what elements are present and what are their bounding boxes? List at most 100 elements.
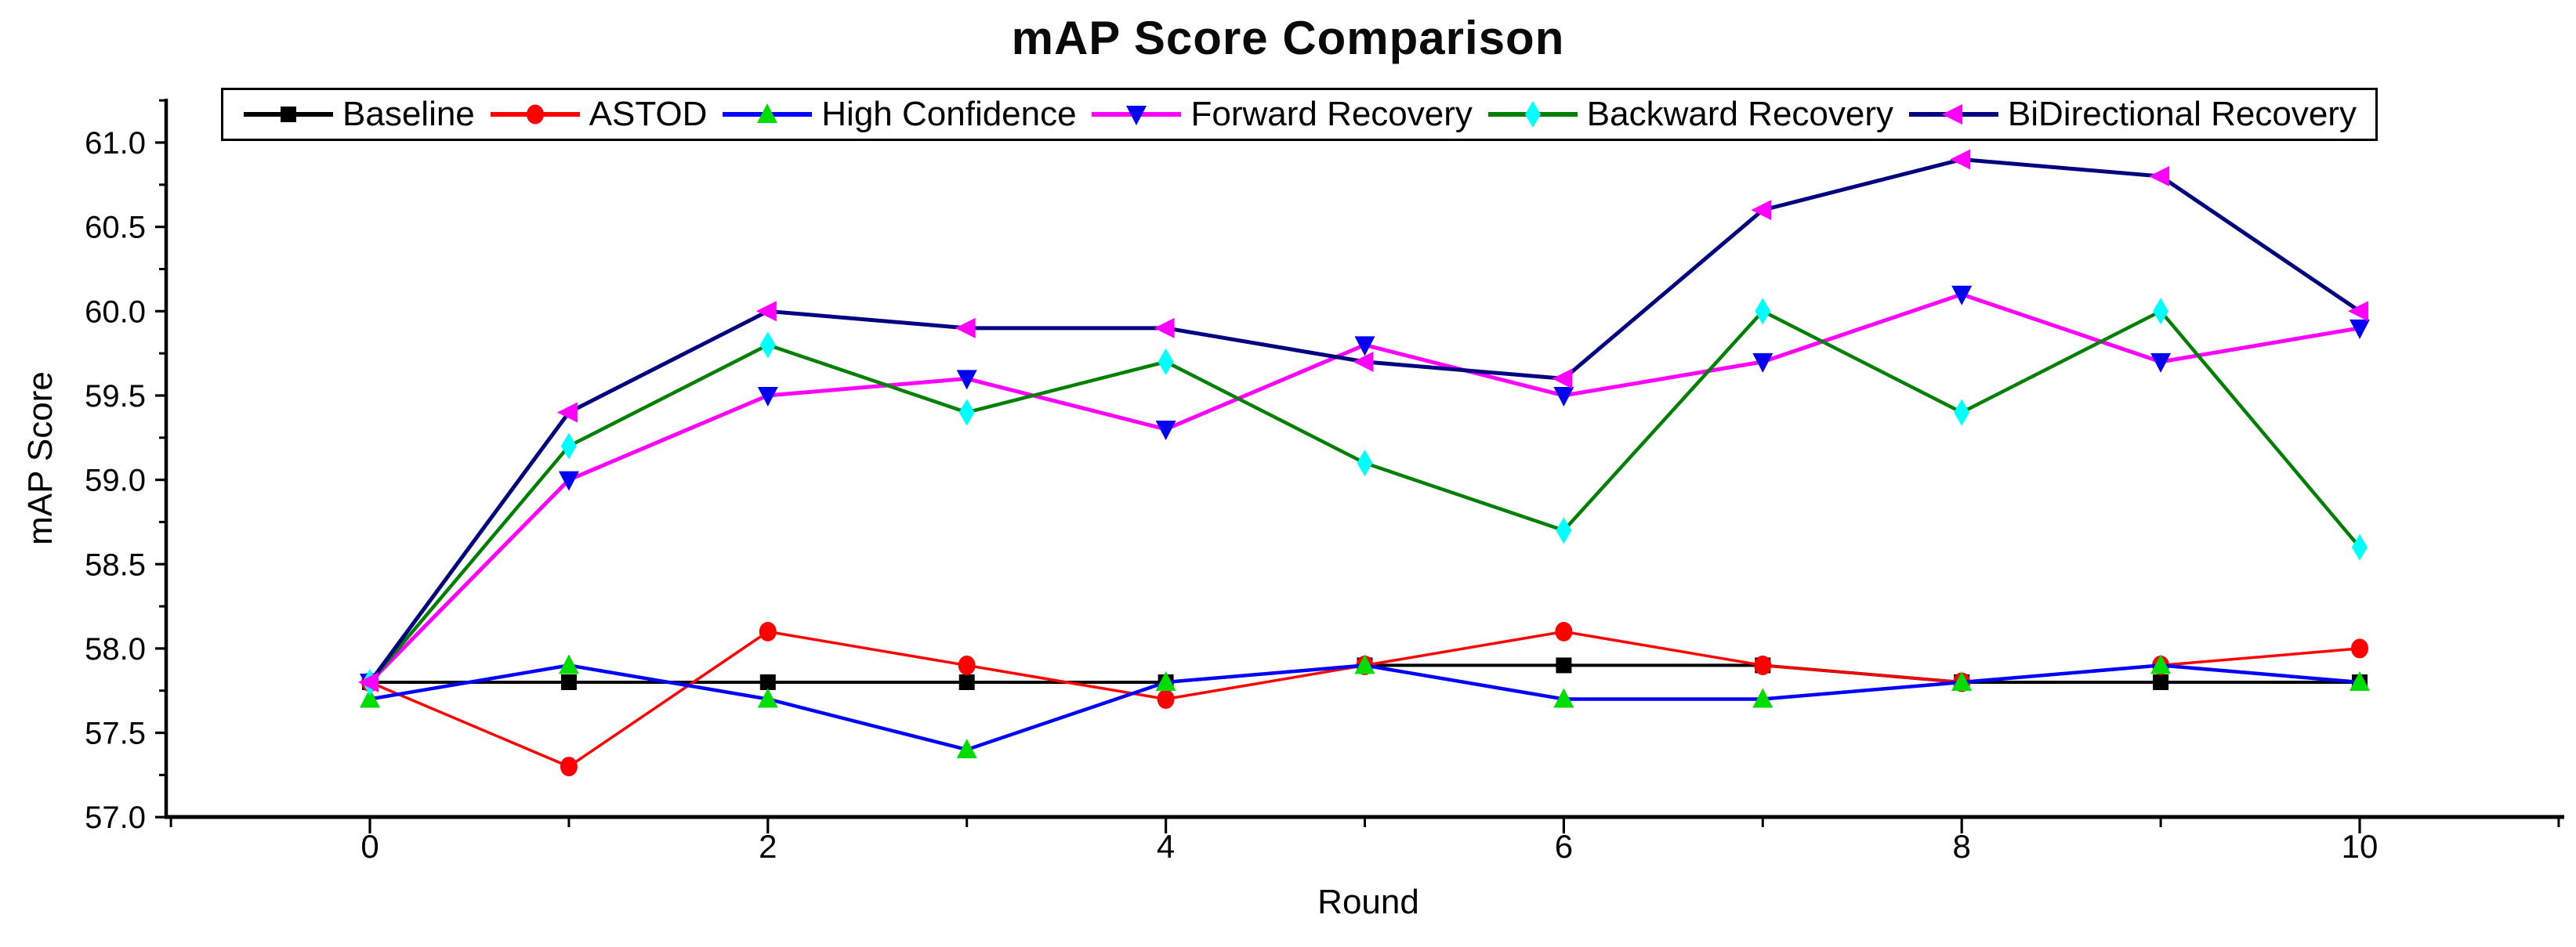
square-marker	[2153, 674, 2169, 690]
y-tick-label: 59.0	[85, 464, 146, 498]
series-high-confidence	[360, 654, 2370, 759]
triangle-up-marker	[1553, 688, 1574, 708]
triangle-down-marker	[1155, 421, 1176, 441]
series-markers-astod	[361, 621, 2368, 777]
triangle-down-marker	[1354, 336, 1375, 356]
diamond-marker	[1158, 348, 1174, 375]
circle-marker	[526, 104, 544, 125]
series-line-bidirectional-recovery	[368, 157, 2361, 684]
triangle-down-marker	[558, 471, 579, 491]
y-tick-label: 57.5	[85, 717, 146, 751]
triangle-left-marker	[1751, 200, 1772, 221]
series-bidirectional-recovery	[358, 149, 2368, 692]
triangle-left-marker	[1353, 351, 1374, 372]
triangle-down-marker	[757, 386, 778, 407]
triangle-up-marker	[1354, 654, 1375, 674]
x-tick-label: 8	[1953, 828, 1971, 865]
triangle-up-marker	[757, 103, 778, 123]
triangle-down-marker	[956, 370, 977, 390]
diamond-marker	[2153, 298, 2169, 325]
triangle-left-marker	[1941, 104, 1962, 125]
square-marker	[1556, 657, 1572, 674]
legend-label-baseline: Baseline	[342, 95, 475, 133]
triangle-down-marker	[1752, 352, 1773, 373]
legend-sample-astod	[490, 104, 580, 125]
diamond-marker	[958, 399, 975, 426]
legend-label-high-confidence: High Confidence	[821, 95, 1077, 133]
series-line-astod	[369, 630, 2360, 768]
legend-item-forward-recovery[interactable]: Forward Recovery	[1090, 95, 1473, 134]
square-marker	[281, 107, 296, 122]
legend-sample-forward-recovery	[1092, 106, 1182, 125]
legend-sample-high-confidence	[723, 103, 813, 123]
triangle-up-marker	[2150, 654, 2172, 674]
triangle-left-marker	[2348, 301, 2368, 322]
triangle-left-marker	[556, 402, 578, 423]
legend-item-high-confidence[interactable]: High Confidence	[721, 95, 1077, 134]
series-markers-backward-recovery	[362, 298, 2368, 696]
triangle-down-marker	[2150, 352, 2172, 373]
series-markers-forward-recovery	[360, 285, 2370, 693]
legend-item-bidirectional-recovery[interactable]: BiDirectional Recovery	[1908, 95, 2357, 134]
axes	[164, 99, 2564, 819]
legend-sample-baseline	[244, 107, 333, 122]
x-tick-label: 6	[1555, 828, 1573, 865]
triangle-left-marker	[955, 317, 976, 338]
x-tick-label: 4	[1157, 828, 1175, 865]
circle-marker	[958, 655, 976, 675]
y-axis-ticks: 57.0 57.5 58.0 58.5 59.0 59.5 60.0 60.5 61.0	[85, 99, 165, 835]
triangle-left-marker	[755, 301, 777, 322]
circle-marker	[2351, 638, 2368, 659]
triangle-left-marker	[1950, 149, 1971, 170]
series-line-high-confidence	[369, 663, 2360, 752]
y-tick-label: 57.0	[85, 801, 146, 835]
triangle-left-marker	[358, 671, 379, 692]
legend-label-astod: ASTOD	[589, 95, 708, 133]
triangle-up-marker	[1155, 670, 1176, 691]
triangle-down-marker	[1553, 386, 1574, 407]
triangle-left-marker	[1552, 368, 1573, 389]
circle-marker	[1157, 689, 1175, 709]
x-axis-label: Round	[1317, 883, 1419, 921]
square-marker	[958, 674, 975, 690]
series-astod	[361, 621, 2368, 777]
chart-title: mAP Score Comparison	[1011, 12, 1565, 64]
legend-sample-bidirectional-recovery	[1908, 104, 1998, 125]
y-tick-label: 60.0	[85, 295, 146, 329]
triangle-left-marker	[2149, 166, 2170, 187]
series-markers-bidirectional-recovery	[358, 149, 2368, 692]
y-tick-label: 60.5	[85, 211, 146, 245]
triangle-up-marker	[2350, 670, 2370, 691]
legend-label-backward-recovery: Backward Recovery	[1586, 95, 1894, 133]
triangle-down-marker	[1951, 285, 1973, 305]
triangle-left-marker	[1154, 317, 1175, 338]
diamond-marker	[759, 331, 776, 359]
legend-item-backward-recovery[interactable]: Backward Recovery	[1487, 95, 1893, 134]
legend-label-forward-recovery: Forward Recovery	[1190, 95, 1473, 133]
triangle-up-marker	[1951, 670, 1973, 691]
diamond-marker	[1755, 298, 1771, 325]
triangle-up-marker	[956, 739, 977, 759]
diamond-marker	[2352, 533, 2368, 561]
legend-item-astod[interactable]: ASTOD	[489, 95, 708, 134]
diamond-marker	[1556, 517, 1572, 544]
diamond-marker	[1954, 399, 1970, 426]
circle-marker	[1754, 655, 1772, 675]
y-tick-label: 58.5	[85, 548, 146, 582]
series-forward-recovery	[360, 285, 2370, 693]
square-marker	[560, 674, 577, 690]
triangle-up-marker	[360, 688, 380, 708]
legend-item-baseline[interactable]: Baseline	[242, 95, 475, 134]
diamond-marker	[1357, 450, 1373, 477]
diamond-marker	[560, 432, 577, 460]
series-markers-high-confidence	[360, 654, 2370, 759]
legend: Baseline ASTOD High Confidence Forward Reco…	[221, 88, 2378, 141]
x-tick-label: 0	[360, 828, 379, 865]
triangle-up-marker	[558, 654, 579, 674]
triangle-down-marker	[2350, 319, 2370, 339]
x-axis-ticks: 0 2 4 6 8 10	[169, 819, 2560, 865]
triangle-up-marker	[757, 688, 778, 708]
series-backward-recovery	[362, 298, 2368, 696]
